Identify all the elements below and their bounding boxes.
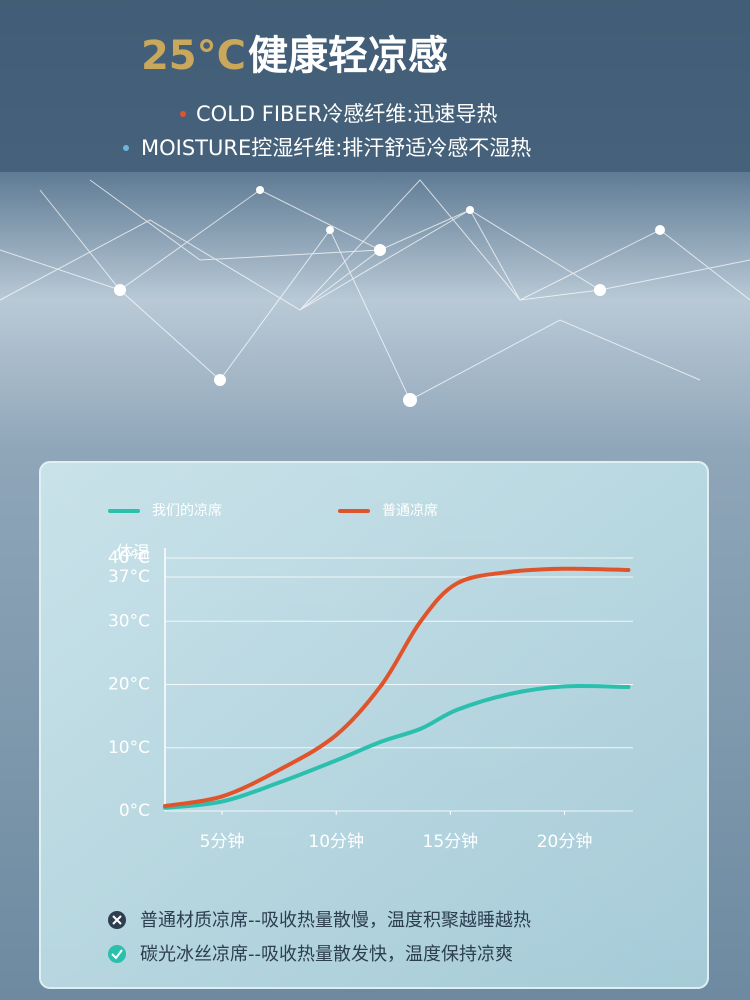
x-tick-label: 10分钟 <box>308 832 364 852</box>
bullet <box>123 145 129 151</box>
y-tick-label: 10°C <box>108 738 150 758</box>
y-tick-label: 20°C <box>108 675 150 695</box>
y-tick-label: 37°C <box>108 567 150 587</box>
header-band <box>0 0 750 172</box>
network-nodes <box>114 186 665 407</box>
feature: COLD FIBER冷感纤维:迅速导热 <box>196 102 497 126</box>
note: 普通材质凉席--吸收热量散慢，温度积聚越睡越热 <box>140 910 531 931</box>
check-mark <box>111 949 123 960</box>
x-tick-label: 15分钟 <box>423 832 479 852</box>
title-highlight: 25°C <box>141 33 246 79</box>
body-temp-label: 体温 <box>116 543 150 563</box>
title: 健康轻凉感 <box>248 33 448 79</box>
y-tick-label: 30°C <box>108 611 150 631</box>
x-tick-label: 5分钟 <box>200 832 245 852</box>
chart-panel <box>39 461 709 989</box>
y-tick-label: 0°C <box>119 801 150 821</box>
check-icon <box>108 945 126 963</box>
legend-label: 普通凉席 <box>382 503 438 519</box>
series-line <box>163 683 631 810</box>
note: 碳光冰丝凉席--吸收热量散发快，温度保持凉爽 <box>140 944 513 965</box>
cross-mark <box>112 915 122 925</box>
bullet <box>180 111 186 117</box>
feature: MOISTURE控湿纤维:排汗舒适冷感不湿热 <box>141 136 531 160</box>
legend-label: 我们的凉席 <box>152 503 222 519</box>
y-tick-label: 40°C <box>108 548 150 568</box>
x-tick-label: 20分钟 <box>537 832 593 852</box>
series-line <box>163 566 631 808</box>
